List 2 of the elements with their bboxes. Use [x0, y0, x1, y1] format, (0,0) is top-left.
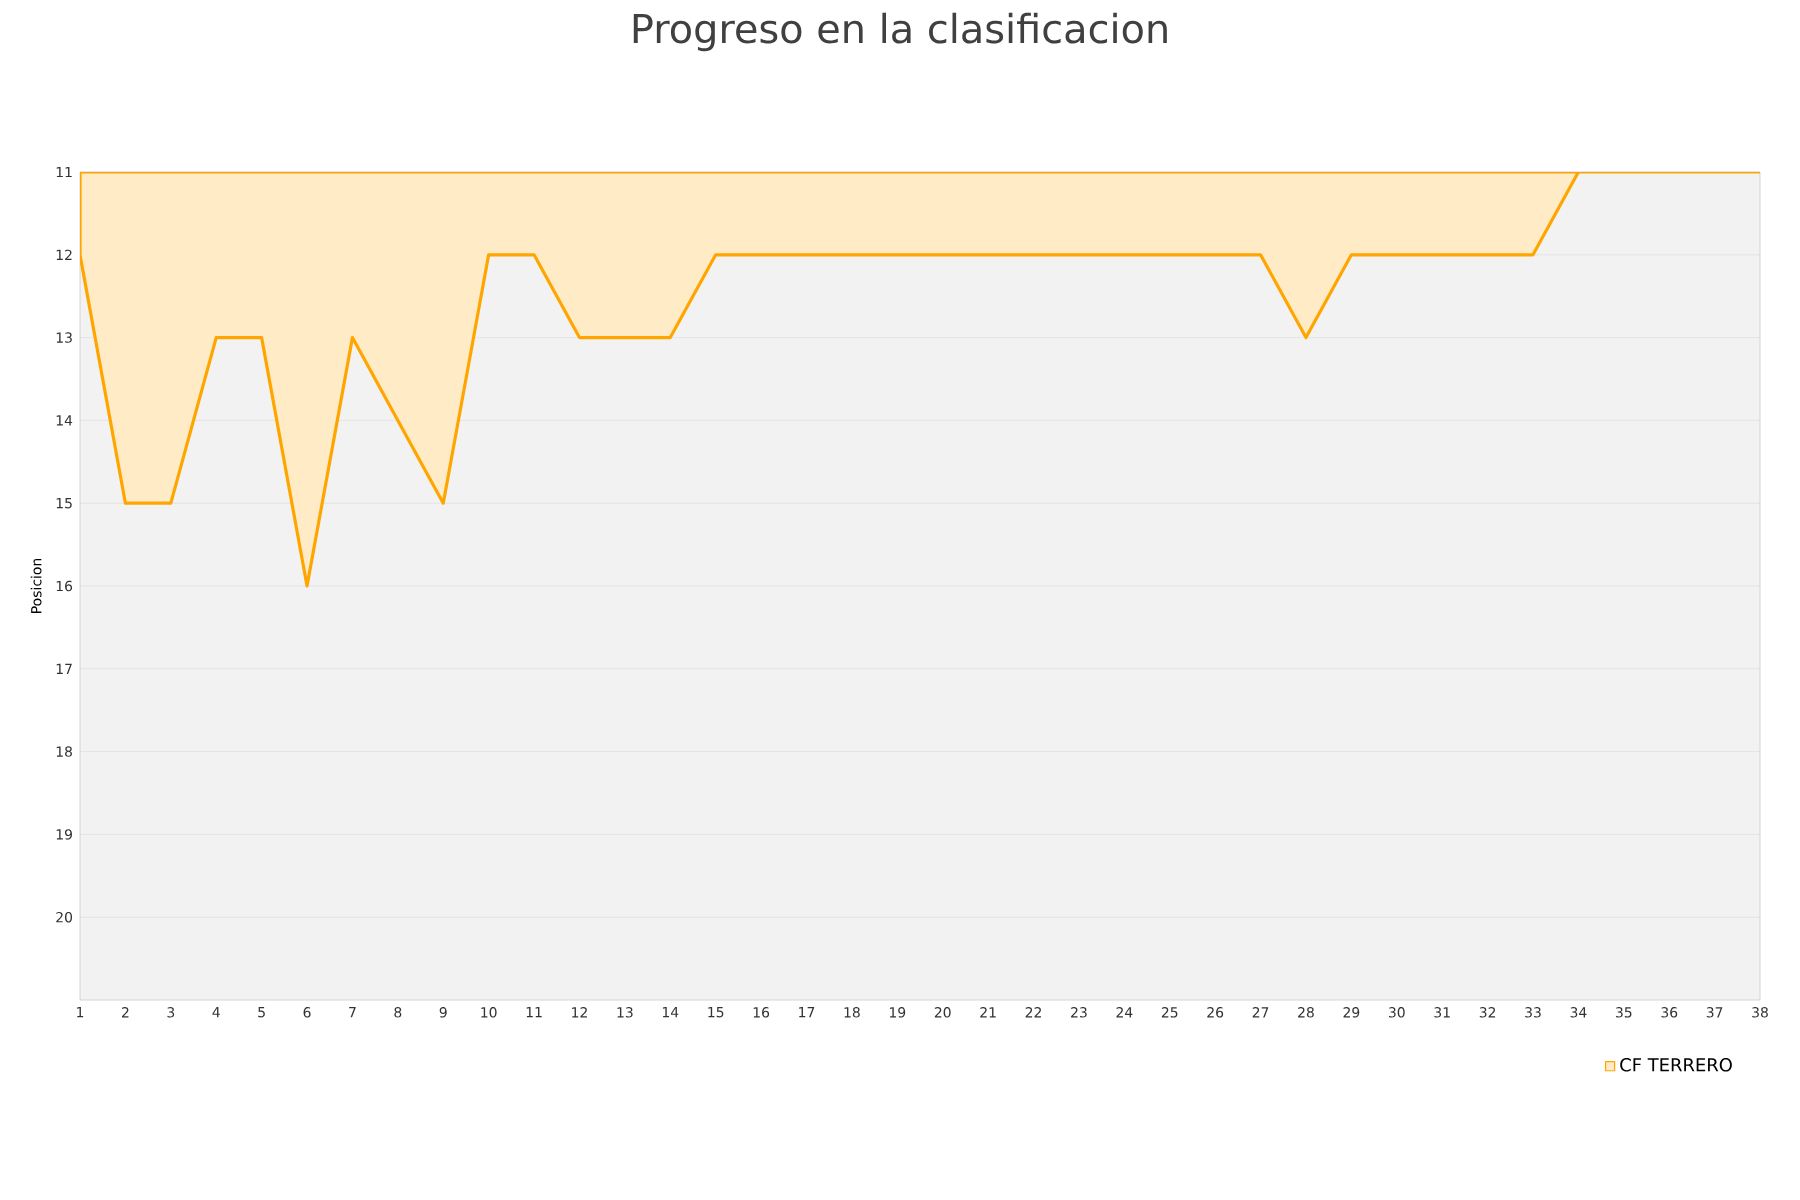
- chart-title: Progreso en la clasificacion: [633, 12, 1167, 52]
- legend-label: CF TERRERO: [1620, 1058, 1732, 1072]
